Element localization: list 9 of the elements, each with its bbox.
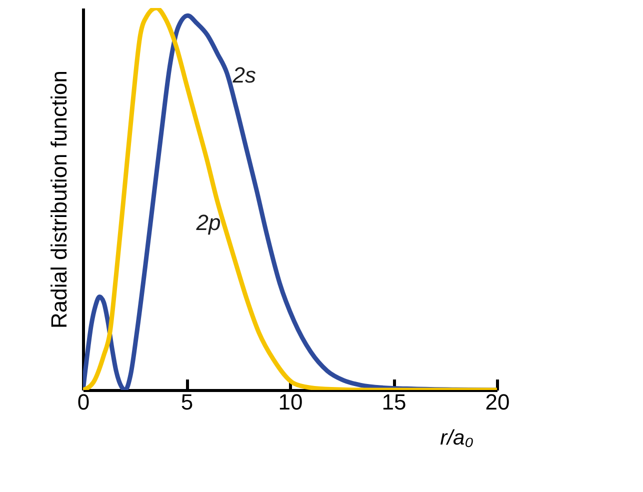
series-label: 2p [195, 210, 221, 235]
x-tick-label: 10 [278, 390, 303, 414]
x-tick-label: 5 [180, 390, 194, 414]
x-axis-title: r/a₀ [440, 426, 474, 450]
series-label: 2s [232, 62, 256, 88]
y-axis-title: Radial distribution function [46, 70, 72, 329]
x-tick-label: 15 [382, 390, 406, 414]
x-tick-label: 20 [485, 390, 510, 414]
x-tick-label: 0 [77, 390, 90, 414]
